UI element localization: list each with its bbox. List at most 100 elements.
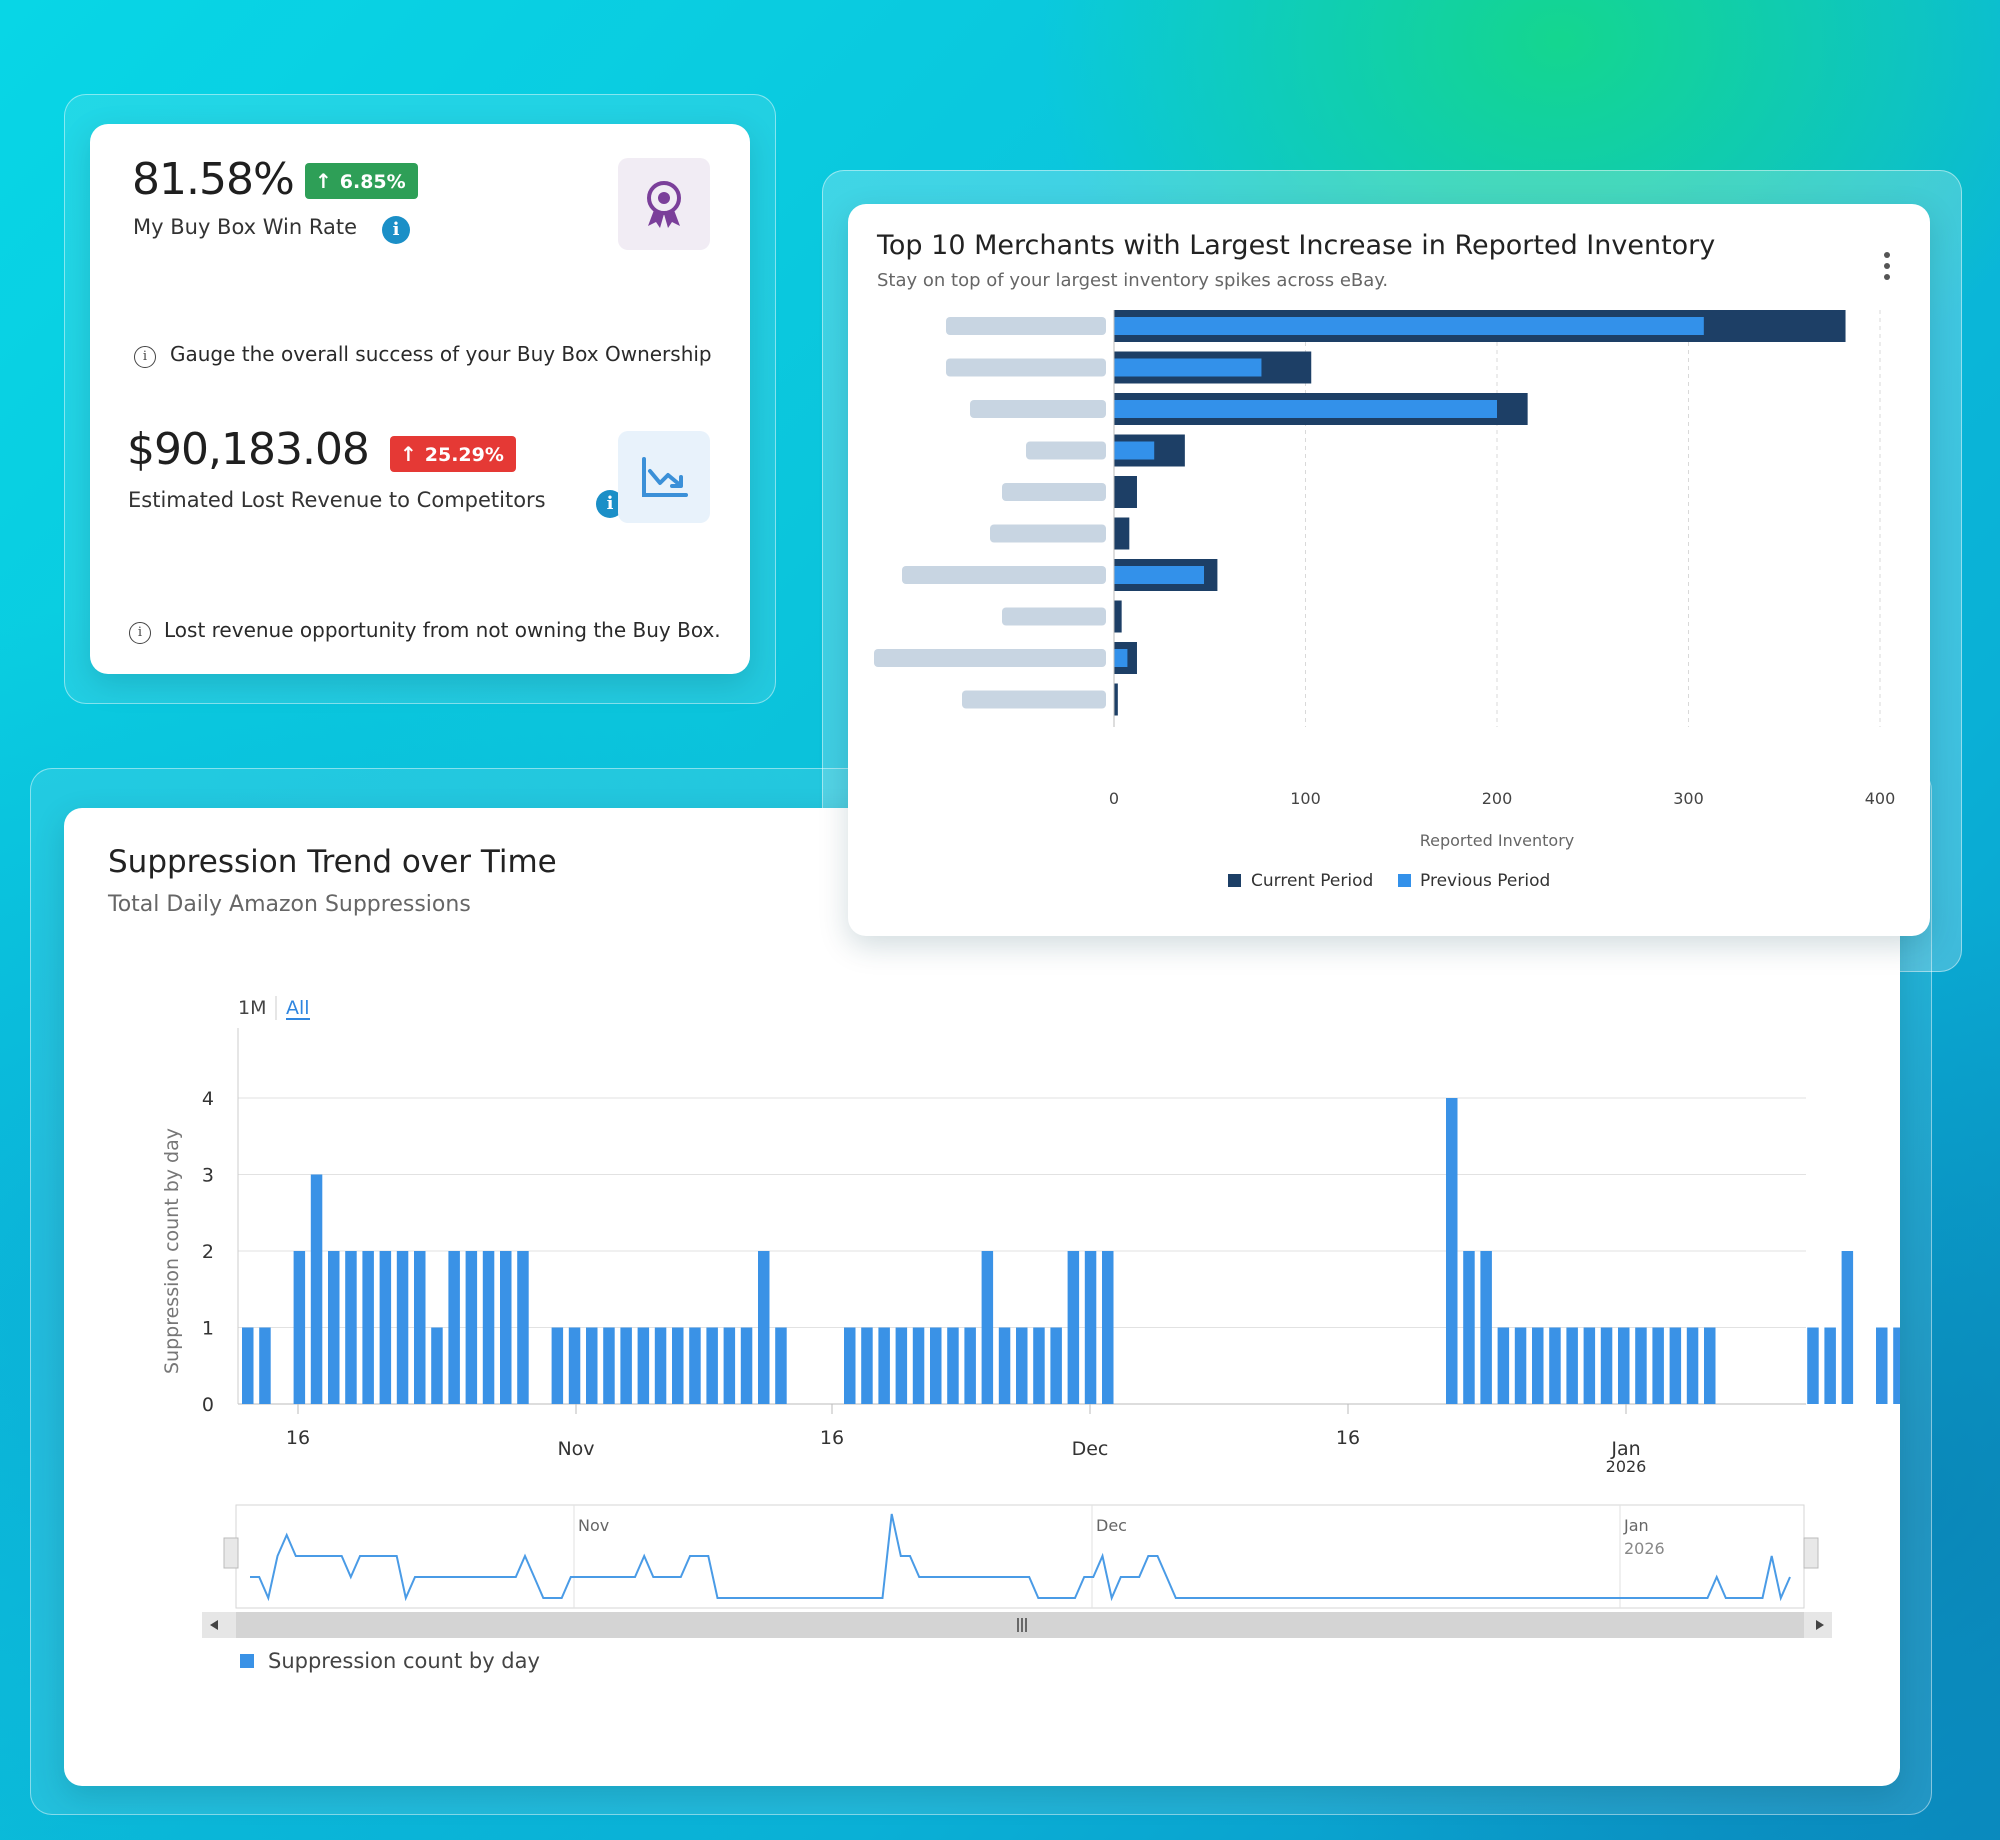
range-button-all[interactable]: All: [286, 997, 310, 1019]
suppression-bar[interactable]: [1704, 1327, 1716, 1405]
suppression-bar[interactable]: [1635, 1327, 1647, 1405]
suppression-bar[interactable]: [551, 1327, 564, 1405]
suppression-bar[interactable]: [1532, 1327, 1544, 1405]
arrow-up-icon: ↑: [400, 442, 417, 466]
suppression-bar[interactable]: [465, 1251, 478, 1404]
suppression-bar[interactable]: [1893, 1327, 1900, 1405]
scrollbar-thumb[interactable]: [236, 1612, 1804, 1638]
suppression-bar[interactable]: [1600, 1327, 1613, 1405]
suppression-bar[interactable]: [740, 1327, 753, 1405]
suppression-bar[interactable]: [586, 1327, 598, 1405]
suppression-bar[interactable]: [517, 1251, 529, 1404]
suppression-bar[interactable]: [775, 1327, 787, 1405]
suppression-bar[interactable]: [1033, 1327, 1045, 1405]
bar-current-period[interactable]: [1114, 476, 1137, 508]
suppression-bar[interactable]: [345, 1251, 357, 1404]
suppression-bar[interactable]: [964, 1327, 976, 1405]
suppression-bar[interactable]: [603, 1327, 615, 1405]
suppression-bar[interactable]: [1067, 1251, 1080, 1404]
suppression-bar[interactable]: [1566, 1327, 1578, 1405]
bar-previous-period[interactable]: [1114, 441, 1155, 460]
declining-chart-icon: [618, 431, 710, 523]
suppression-bar[interactable]: [293, 1251, 306, 1404]
suppression-bar[interactable]: [947, 1327, 959, 1405]
suppression-bar[interactable]: [895, 1327, 908, 1405]
suppression-bar[interactable]: [482, 1251, 495, 1404]
suppression-bar[interactable]: [1102, 1251, 1114, 1404]
bar-previous-period[interactable]: [1114, 566, 1205, 584]
bar-current-period[interactable]: [1114, 517, 1130, 550]
suppression-bar[interactable]: [362, 1251, 374, 1404]
suppression-bar[interactable]: [1463, 1251, 1475, 1404]
suppression-bar[interactable]: [1686, 1327, 1699, 1405]
suppression-bar[interactable]: [672, 1327, 684, 1405]
suppression-bar[interactable]: [654, 1327, 667, 1405]
suppression-bar[interactable]: [1050, 1327, 1062, 1405]
suppression-bar[interactable]: [1841, 1251, 1854, 1404]
suppression-bar[interactable]: [912, 1327, 925, 1405]
suppression-bar[interactable]: [396, 1251, 409, 1404]
suppression-bar[interactable]: [706, 1327, 718, 1405]
suppression-bar[interactable]: [1480, 1251, 1492, 1404]
suppression-bar[interactable]: [379, 1251, 392, 1404]
suppression-bar[interactable]: [414, 1251, 426, 1404]
suppression-bar[interactable]: [500, 1251, 512, 1404]
suppression-bar[interactable]: [1876, 1327, 1888, 1405]
suppression-bar[interactable]: [998, 1327, 1011, 1405]
scroll-right-arrow-icon[interactable]: [1816, 1620, 1824, 1630]
suppression-bar[interactable]: [1824, 1327, 1836, 1405]
bar-previous-period[interactable]: [1114, 400, 1497, 418]
suppression-bar[interactable]: [1016, 1327, 1028, 1405]
suppression-bar[interactable]: [1514, 1327, 1527, 1405]
x-tick-label: 16: [1336, 1427, 1360, 1449]
suppression-bar[interactable]: [758, 1251, 770, 1404]
bar-current-period[interactable]: [1114, 683, 1118, 716]
suppression-bar[interactable]: [723, 1327, 736, 1405]
x-tick-label: 0: [1109, 789, 1119, 808]
scroll-left-arrow-icon[interactable]: [210, 1620, 218, 1630]
suppression-bar[interactable]: [1583, 1327, 1596, 1405]
suppression-bar[interactable]: [1446, 1098, 1458, 1404]
legend-label-current[interactable]: Current Period: [1251, 871, 1373, 891]
kebab-menu-icon[interactable]: [1884, 252, 1892, 285]
suppression-bar[interactable]: [259, 1327, 271, 1405]
navigator-series-line: [250, 1513, 1791, 1602]
legend-label-previous[interactable]: Previous Period: [1420, 871, 1550, 891]
navigator-handle-left[interactable]: [223, 1537, 239, 1569]
suppression-bar[interactable]: [431, 1327, 443, 1405]
suppression-bar[interactable]: [689, 1327, 701, 1405]
bar-previous-period[interactable]: [1114, 649, 1128, 667]
suppression-chart: 1M All 0 1 2 3 4 Suppression count by day 16 Nov 1…: [161, 996, 1900, 1673]
range-button-1m[interactable]: 1M: [238, 997, 266, 1019]
suppression-bar[interactable]: [328, 1251, 340, 1404]
suppression-bar[interactable]: [1652, 1327, 1664, 1405]
suppression-bar[interactable]: [1549, 1327, 1561, 1405]
x-tick-label: Nov: [557, 1438, 594, 1460]
suppression-bar[interactable]: [448, 1251, 460, 1404]
suppression-bar[interactable]: [637, 1327, 650, 1405]
navigator-year-label: 2026: [1624, 1539, 1665, 1558]
suppression-bar[interactable]: [861, 1327, 873, 1405]
bar-current-period[interactable]: [1114, 600, 1122, 633]
bar-previous-period[interactable]: [1114, 358, 1262, 377]
suppression-bar[interactable]: [1084, 1251, 1097, 1404]
navigator-handle-right[interactable]: [1803, 1537, 1819, 1569]
suppression-bar[interactable]: [844, 1327, 856, 1405]
suppression-bar[interactable]: [310, 1174, 323, 1405]
suppression-bar[interactable]: [981, 1251, 994, 1404]
suppression-bar[interactable]: [1807, 1327, 1819, 1405]
suppression-bar[interactable]: [1497, 1327, 1510, 1405]
navigator-window[interactable]: [235, 1504, 1805, 1609]
suppression-bar[interactable]: [568, 1327, 581, 1405]
suppression-bar[interactable]: [878, 1327, 890, 1405]
suppression-bar[interactable]: [620, 1327, 632, 1405]
suppression-bar[interactable]: [930, 1327, 942, 1405]
info-icon[interactable]: i: [382, 216, 410, 244]
suppression-subtitle: Total Daily Amazon Suppressions: [108, 892, 471, 917]
legend-label[interactable]: Suppression count by day: [268, 1649, 540, 1673]
suppression-bar[interactable]: [1669, 1327, 1682, 1405]
suppression-bar[interactable]: [242, 1327, 254, 1405]
merchants-card: Top 10 Merchants with Largest Increase i…: [848, 204, 1930, 936]
suppression-bar[interactable]: [1618, 1327, 1630, 1405]
bar-previous-period[interactable]: [1114, 317, 1704, 335]
